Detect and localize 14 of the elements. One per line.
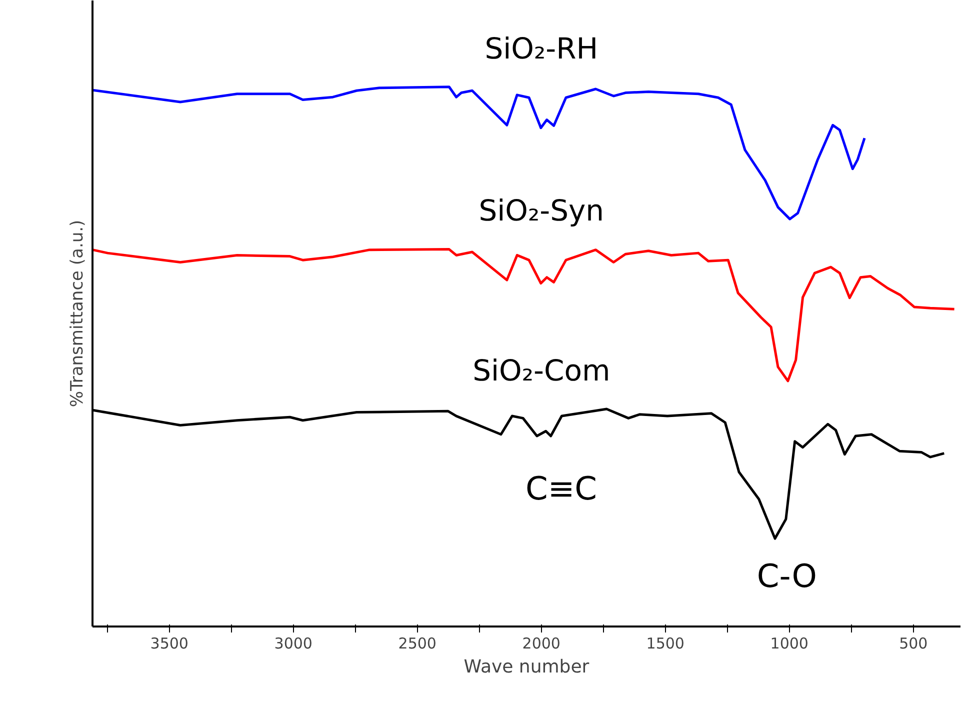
x-tick-label: 3500 bbox=[150, 634, 188, 652]
x-tick-label: 3000 bbox=[274, 634, 312, 652]
x-tick-label: 2500 bbox=[398, 634, 436, 652]
x-axis-title: Wave number bbox=[464, 656, 590, 678]
x-tick-label: 2000 bbox=[522, 634, 560, 652]
annotation: C≡C bbox=[525, 470, 597, 508]
x-tick-label: 500 bbox=[899, 634, 928, 652]
annotation: C-O bbox=[756, 557, 817, 596]
series-label: SiO₂-Com bbox=[472, 353, 610, 388]
y-axis-title: %Transmittance (a.u.) bbox=[68, 220, 88, 408]
series-label: SiO₂-RH bbox=[484, 31, 598, 66]
x-tick-label: 1500 bbox=[646, 634, 684, 652]
x-tick-label: 1000 bbox=[770, 634, 808, 652]
series-label: SiO₂-Syn bbox=[478, 194, 604, 228]
